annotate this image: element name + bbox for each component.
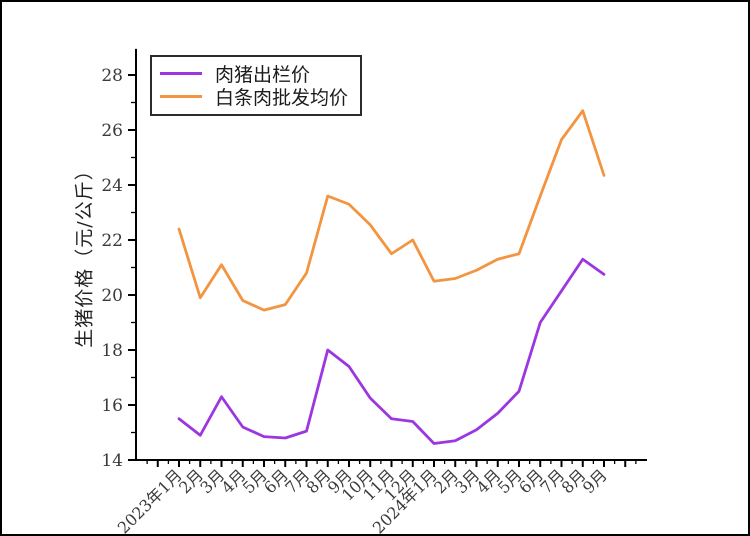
y-tick-label: 24: [101, 176, 123, 196]
y-tick-label: 26: [101, 121, 123, 141]
series-line-肉猪出栏价: [177, 257, 606, 445]
series-line-白条肉批发均价: [177, 109, 606, 312]
y-tick-label: 14: [101, 451, 123, 471]
series-label: 肉猪出栏价: [215, 64, 311, 86]
series-line-swatch: [160, 95, 202, 98]
series-line-swatch: [160, 72, 202, 75]
y-tick-label: 28: [101, 66, 123, 86]
x-tick-label: 9月: [579, 465, 611, 497]
legend: 肉猪出栏价 白条肉批发均价: [150, 55, 362, 116]
y-tick-label: 16: [101, 396, 123, 416]
y-tick-label: 18: [101, 341, 123, 361]
series-label: 白条肉批发均价: [215, 87, 349, 109]
y-axis-title: 生猪价格（元/公斤）: [73, 160, 96, 348]
legend-item: 白条肉批发均价: [160, 85, 352, 109]
y-tick-label: 20: [101, 286, 123, 306]
y-tick-label: 22: [101, 231, 123, 251]
legend-item: 肉猪出栏价: [160, 62, 352, 86]
x-tick-label: 2023年1月: [114, 465, 186, 536]
